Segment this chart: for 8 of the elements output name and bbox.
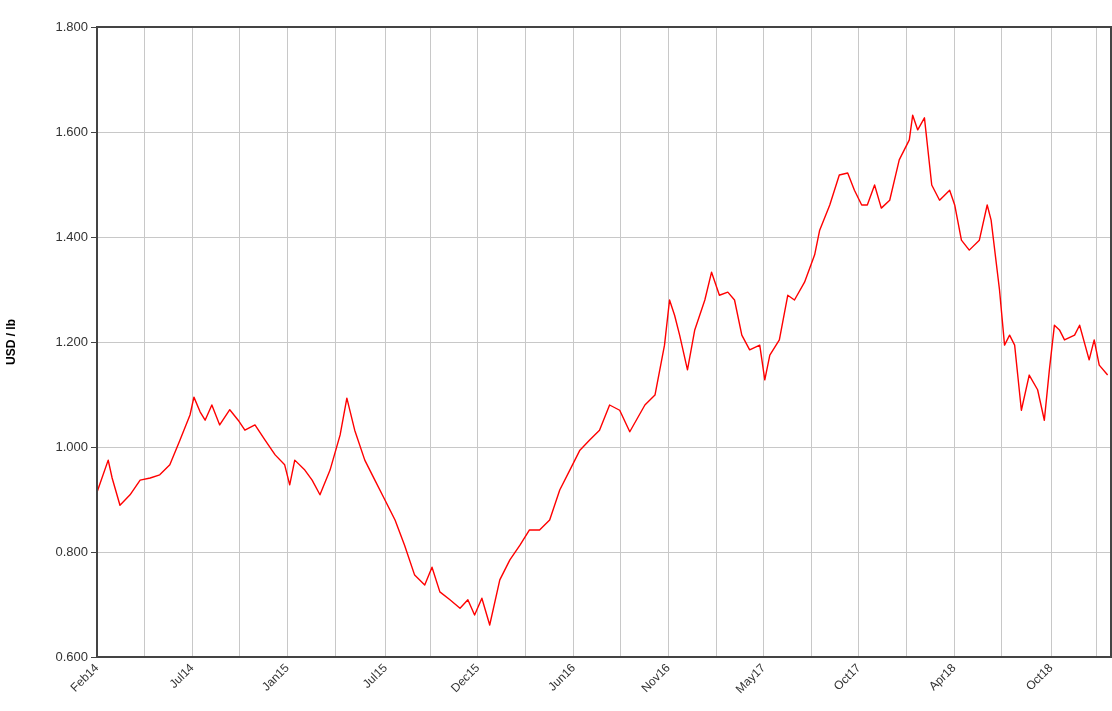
y-tick-label: 1.000 xyxy=(55,438,88,454)
y-tick-label: 1.600 xyxy=(55,123,88,139)
y-tick-label: 0.600 xyxy=(55,648,88,664)
y-axis-title: USD / lb xyxy=(3,318,18,366)
y-tick-label: 0.800 xyxy=(55,543,88,559)
y-tick-label: 1.200 xyxy=(55,333,88,349)
y-tick-label: 1.800 xyxy=(55,18,88,34)
y-tick-label: 1.400 xyxy=(55,228,88,244)
